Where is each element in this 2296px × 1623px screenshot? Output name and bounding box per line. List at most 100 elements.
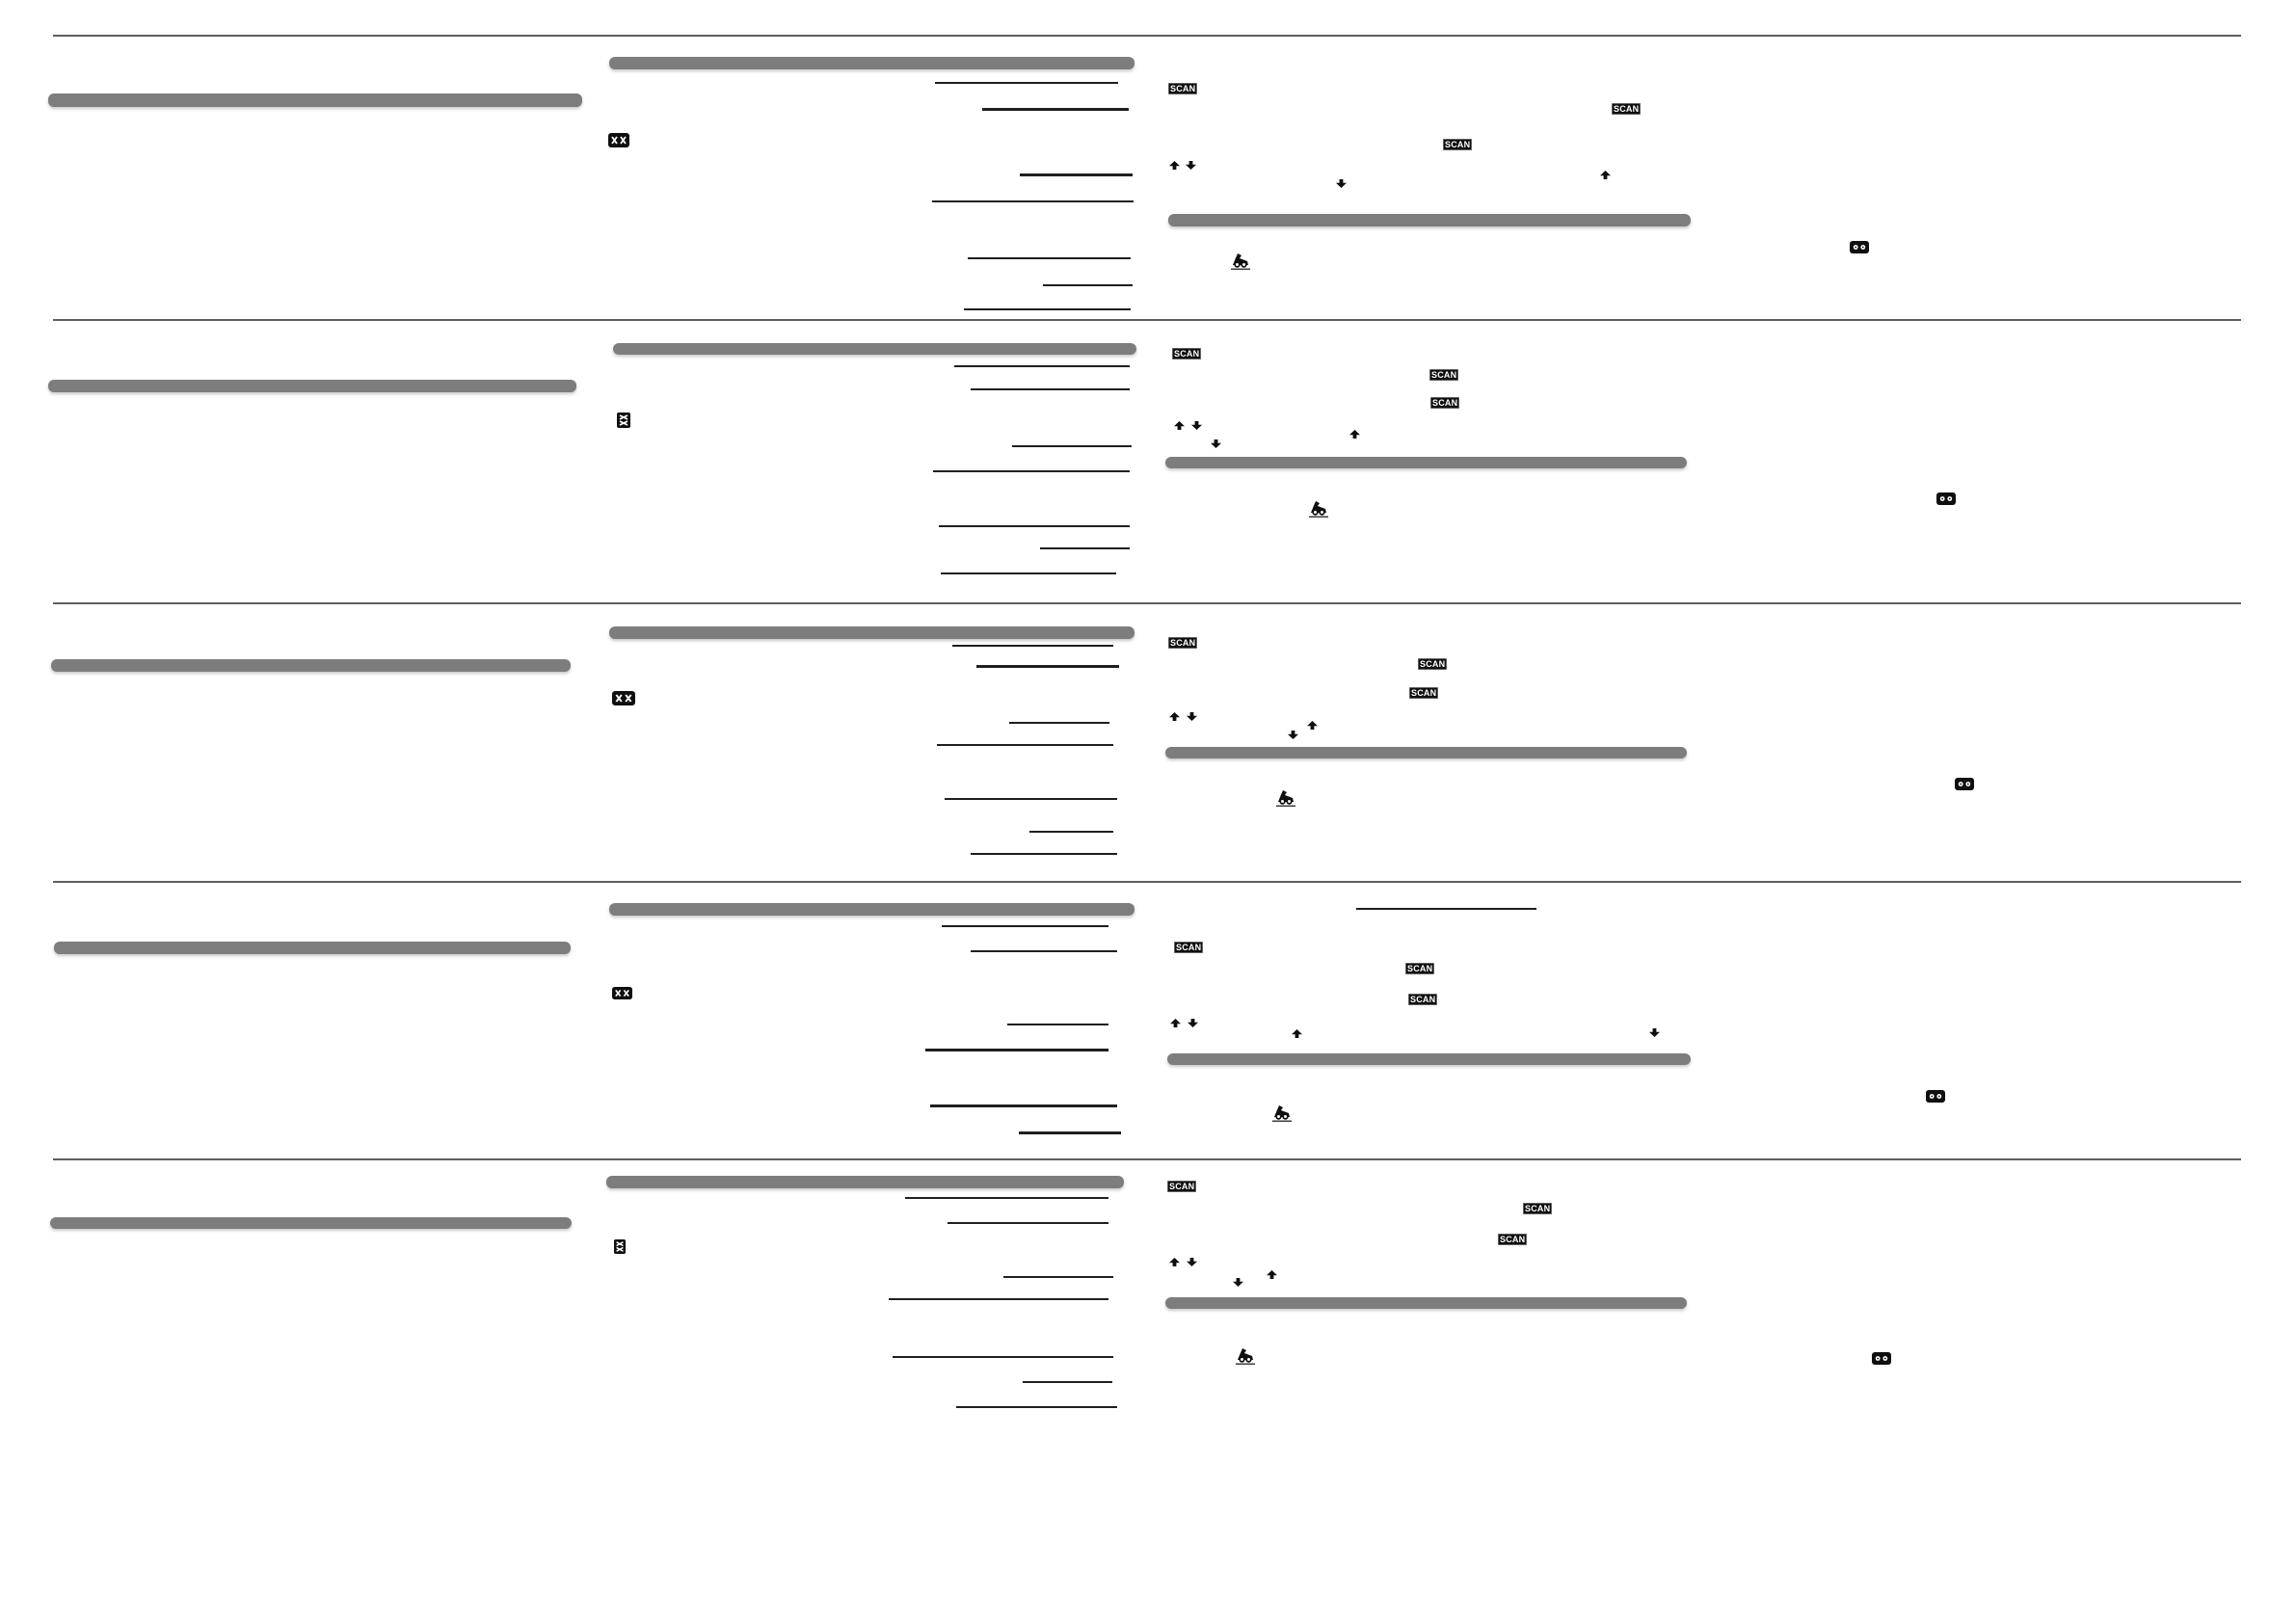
redacted-text-underline (952, 645, 1113, 647)
section-divider (53, 319, 2241, 321)
mode-icon (614, 1239, 626, 1254)
scan-badge: SCAN (1498, 1234, 1528, 1245)
redacted-text-underline (1040, 547, 1130, 549)
down-arrow-icon (1336, 179, 1347, 188)
redacted-text-underline (930, 1104, 1117, 1107)
scooter-icon (1231, 253, 1250, 270)
redacted-text-bar (1167, 1053, 1691, 1065)
mode-icon (617, 412, 630, 428)
scan-badge: SCAN (1418, 658, 1448, 670)
redacted-heading-bar (48, 380, 576, 392)
down-arrow-icon (1188, 1019, 1198, 1027)
redacted-heading-bar (50, 1217, 572, 1229)
redacted-text-underline (1029, 831, 1113, 833)
down-arrow-icon (1191, 421, 1202, 430)
up-arrow-icon (1292, 1029, 1302, 1038)
scan-badge: SCAN (1168, 637, 1198, 649)
redacted-text-underline (1023, 1381, 1112, 1383)
pictogram-icon (1872, 1352, 1891, 1365)
scan-badge: SCAN (1172, 348, 1202, 359)
redacted-text-underline (971, 388, 1130, 390)
section-divider (53, 881, 2241, 883)
redacted-text-underline (1356, 908, 1536, 910)
redacted-text-underline (941, 572, 1116, 574)
redacted-title-bar (609, 57, 1135, 69)
pictogram-icon (1936, 492, 1956, 505)
down-arrow-icon (1187, 712, 1197, 721)
scan-badge: SCAN (1167, 1181, 1197, 1192)
down-arrow-icon (1288, 731, 1298, 739)
up-arrow-icon (1169, 1258, 1180, 1266)
mode-icon (608, 133, 629, 147)
scan-badge: SCAN (1429, 369, 1459, 381)
pictogram-icon (1955, 778, 1974, 790)
scooter-icon (1276, 790, 1295, 807)
redacted-title-bar (606, 1176, 1124, 1188)
scan-badge: SCAN (1168, 83, 1198, 94)
scooter-icon (1272, 1105, 1292, 1122)
redacted-text-bar (1165, 1297, 1687, 1309)
redacted-text-underline (1009, 722, 1109, 724)
up-arrow-icon (1169, 712, 1180, 721)
pictogram-icon (1850, 241, 1869, 253)
redacted-title-bar (613, 343, 1136, 355)
redacted-text-underline (942, 925, 1108, 927)
down-arrow-icon (1233, 1278, 1243, 1287)
redacted-text-underline (945, 798, 1117, 800)
scan-badge: SCAN (1612, 103, 1642, 115)
mode-icon (612, 987, 632, 999)
redacted-text-underline (1012, 445, 1132, 447)
up-arrow-icon (1349, 430, 1360, 439)
redacted-title-bar (609, 626, 1135, 639)
redacted-text-underline (954, 365, 1130, 367)
redacted-text-underline (968, 257, 1131, 259)
scan-badge: SCAN (1430, 397, 1460, 409)
redacted-text-bar (1165, 457, 1687, 468)
mode-icon (612, 691, 635, 705)
scan-badge: SCAN (1523, 1203, 1553, 1214)
redacted-text-underline (976, 665, 1119, 668)
redacted-heading-bar (48, 93, 582, 107)
scooter-icon (1309, 501, 1328, 518)
redacted-text-underline (1003, 1276, 1113, 1278)
redacted-text-underline (889, 1298, 1108, 1300)
redacted-text-underline (956, 1406, 1117, 1408)
scan-badge: SCAN (1174, 942, 1204, 953)
redacted-text-underline (1007, 1024, 1108, 1025)
redacted-text-underline (905, 1197, 1108, 1199)
down-arrow-icon (1186, 161, 1196, 170)
up-arrow-icon (1174, 421, 1185, 430)
section-divider (53, 1158, 2241, 1160)
scan-badge: SCAN (1443, 139, 1473, 150)
down-arrow-icon (1211, 439, 1221, 448)
section-divider (53, 35, 2241, 37)
redacted-text-underline (964, 308, 1131, 310)
redacted-text-underline (971, 950, 1117, 952)
redacted-text-underline (971, 853, 1117, 855)
redacted-heading-bar (54, 942, 571, 954)
scooter-icon (1236, 1348, 1255, 1365)
redacted-text-underline (1020, 173, 1133, 176)
redacted-text-underline (948, 1222, 1108, 1224)
redacted-text-underline (933, 470, 1130, 472)
down-arrow-icon (1649, 1028, 1660, 1037)
pictogram-icon (1926, 1090, 1945, 1103)
section-divider (53, 602, 2241, 604)
up-arrow-icon (1170, 1019, 1181, 1027)
scan-badge: SCAN (1405, 963, 1435, 974)
redacted-text-underline (937, 744, 1113, 746)
up-arrow-icon (1169, 161, 1180, 170)
redacted-text-underline (932, 200, 1134, 202)
redacted-text-underline (1043, 284, 1133, 286)
redacted-text-underline (925, 1049, 1108, 1051)
up-arrow-icon (1307, 721, 1318, 730)
scan-badge: SCAN (1409, 687, 1439, 699)
redacted-title-bar (609, 903, 1135, 916)
redacted-text-underline (893, 1356, 1113, 1358)
up-arrow-icon (1600, 171, 1611, 179)
redacted-text-bar (1168, 214, 1691, 226)
scan-badge: SCAN (1408, 994, 1438, 1005)
redacted-text-bar (1165, 747, 1687, 758)
redacted-text-underline (939, 525, 1130, 527)
